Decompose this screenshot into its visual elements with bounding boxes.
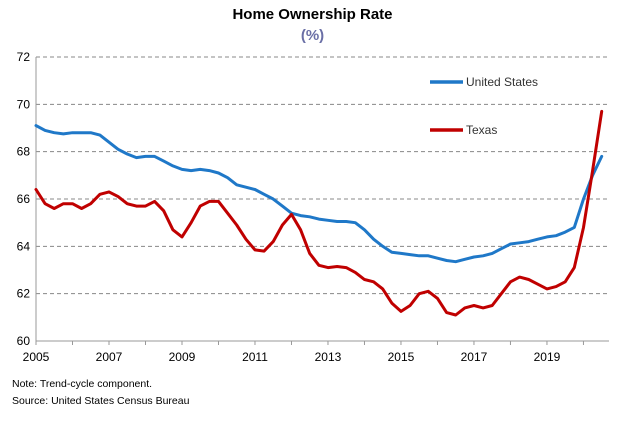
x-tick-label: 2019 <box>534 350 561 364</box>
legend-label-united-states: United States <box>466 75 538 89</box>
series-line-texas <box>34 109 604 317</box>
y-tick-label: 62 <box>17 287 31 301</box>
y-tick-label: 70 <box>17 97 31 111</box>
x-tick-label: 2011 <box>242 350 268 364</box>
y-tick-label: 64 <box>17 239 31 253</box>
y-tick-label: 72 <box>17 50 31 64</box>
chart-title: Home Ownership Rate <box>232 6 393 23</box>
x-tick-label: 2007 <box>96 350 123 364</box>
series-line-united-states <box>34 124 604 264</box>
x-tick-label: 2013 <box>315 350 342 364</box>
y-tick-label: 66 <box>17 192 31 206</box>
x-tick-label: 2017 <box>461 350 488 364</box>
y-tick-label: 68 <box>17 145 31 159</box>
gridlines <box>36 56 609 295</box>
x-tick-label: 2005 <box>23 350 50 364</box>
footnote: Note: Trend-cycle component. <box>12 378 153 390</box>
x-tick-label: 2015 <box>388 350 415 364</box>
source-note: Source: United States Census Bureau <box>12 395 190 407</box>
x-tick-label: 2009 <box>169 350 196 364</box>
series-lines <box>34 109 604 317</box>
legend-label-texas: Texas <box>466 123 497 137</box>
y-tick-label: 60 <box>17 334 31 348</box>
axes: 60 62 64 66 68 70 72 2005 2007 2009 2011 2013 2015 20… <box>17 50 609 364</box>
legend: United States Texas <box>430 75 538 137</box>
chart-subtitle: (%) <box>300 27 325 44</box>
